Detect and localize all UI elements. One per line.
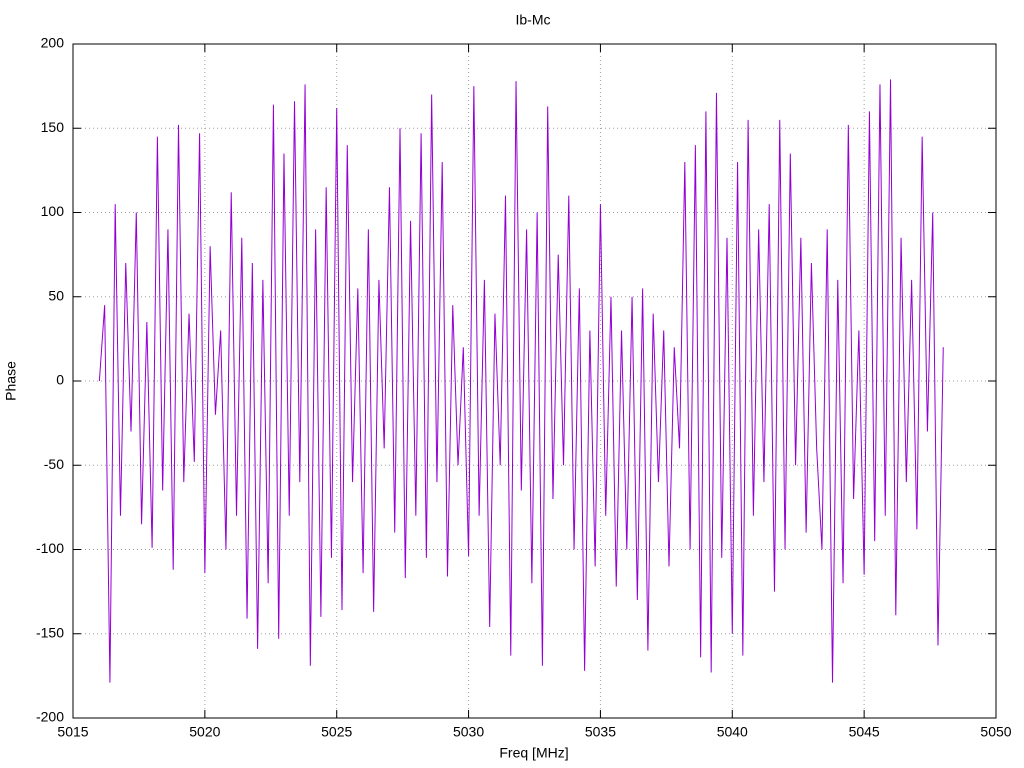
plot-border xyxy=(72,43,997,719)
y-axis-label: Phase xyxy=(3,361,19,401)
y-tick-label: 150 xyxy=(41,119,65,135)
x-tick-label: 5025 xyxy=(321,724,352,740)
y-tick-label: -100 xyxy=(36,540,64,556)
x-tick-label: 5035 xyxy=(585,724,616,740)
chart-title: Ib-Mc xyxy=(516,12,551,28)
x-tick-label: 5015 xyxy=(57,724,88,740)
x-tick-label: 5040 xyxy=(717,724,748,740)
y-tick-label: -150 xyxy=(36,624,64,640)
y-tick-label: 200 xyxy=(41,35,65,51)
y-tick-label: -200 xyxy=(36,709,64,725)
x-axis-label: Freq [MHz] xyxy=(499,745,568,761)
x-tick-label: 5045 xyxy=(849,724,880,740)
x-tick-label: 5050 xyxy=(980,724,1011,740)
y-tick-label: 100 xyxy=(41,203,65,219)
x-tick-label: 5020 xyxy=(189,724,220,740)
x-tick-label: 5030 xyxy=(453,724,484,740)
y-tick-label: -50 xyxy=(44,456,64,472)
y-tick-label: 0 xyxy=(56,372,64,388)
data-line xyxy=(98,79,944,683)
y-tick-label: 50 xyxy=(48,287,64,303)
